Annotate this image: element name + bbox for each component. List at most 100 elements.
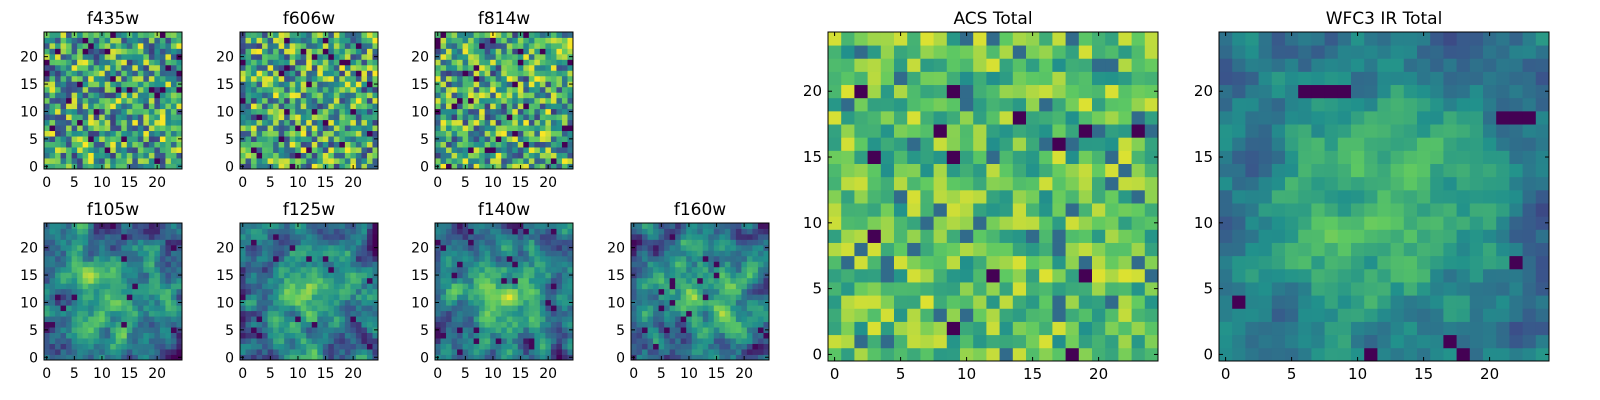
heatmap-cell	[946, 242, 961, 257]
heatmap-cell	[534, 223, 541, 229]
heatmap-cell	[361, 70, 368, 77]
heatmap-cell	[986, 255, 1000, 270]
heatmap-cell	[350, 310, 357, 317]
heatmap-cell	[724, 294, 731, 301]
heatmap-cell	[446, 53, 452, 60]
heatmap-cell	[137, 42, 144, 49]
heatmap-cell	[1105, 308, 1119, 322]
heatmap-cell	[115, 37, 122, 44]
heatmap-cell	[523, 272, 530, 279]
heatmap-cell	[636, 343, 643, 350]
heatmap-cell	[77, 70, 84, 77]
heatmap-cell	[1052, 321, 1066, 336]
heatmap-cell	[647, 299, 654, 306]
heatmap-cell	[295, 158, 302, 164]
heatmap-cell	[77, 64, 84, 71]
heatmap-cell	[49, 261, 56, 268]
heatmap-cell	[1131, 189, 1146, 204]
heatmap-cell	[490, 349, 497, 355]
heatmap-cell	[495, 108, 502, 115]
heatmap-cell	[176, 310, 183, 317]
heatmap-cell	[730, 223, 737, 229]
heatmap-cell	[561, 119, 568, 126]
heatmap-cell	[267, 64, 274, 71]
heatmap-cell	[658, 343, 665, 350]
heatmap-cell	[295, 310, 302, 317]
heatmap-cell	[462, 228, 469, 235]
heatmap-cell	[479, 103, 486, 110]
heatmap-cell	[115, 305, 122, 312]
heatmap-cell	[867, 334, 882, 349]
heatmap-cell	[702, 266, 709, 273]
heatmap-cell	[339, 343, 346, 350]
heatmap-cell	[752, 343, 759, 350]
heatmap-cell	[691, 250, 698, 257]
heatmap-cell	[328, 343, 335, 350]
heatmap-cell	[451, 108, 458, 115]
heatmap-cell	[110, 86, 117, 93]
heatmap-cell	[686, 288, 693, 295]
heatmap-cell	[143, 266, 150, 273]
heatmap-cell	[719, 354, 726, 361]
heatmap-cell	[512, 310, 519, 317]
heatmap-cell	[642, 332, 648, 339]
heatmap-cell	[300, 332, 307, 339]
heatmap-cell	[77, 354, 84, 361]
heatmap-cell	[440, 64, 447, 71]
heatmap-cell	[148, 119, 155, 126]
heatmap-cell	[479, 48, 486, 55]
heatmap-cell	[154, 272, 161, 279]
heatmap-cell	[66, 321, 72, 328]
heatmap-cell	[170, 97, 177, 104]
heatmap-cell	[121, 338, 128, 344]
panel-title: f140w	[478, 200, 530, 220]
heatmap-cell	[350, 228, 357, 235]
heatmap-cell	[295, 108, 302, 115]
y-tick-label: 0	[616, 350, 625, 366]
heatmap-cell	[49, 163, 56, 170]
heatmap-cell	[44, 316, 50, 323]
heatmap-cell	[132, 130, 139, 137]
heatmap-cell	[344, 299, 351, 306]
heatmap-cell	[545, 283, 552, 290]
heatmap-cell	[256, 130, 263, 137]
heatmap-cell	[556, 250, 563, 257]
heatmap-cell	[960, 321, 974, 336]
heatmap-cell	[462, 152, 469, 159]
heatmap-cell	[267, 255, 274, 262]
heatmap-cell	[946, 268, 961, 283]
heatmap-cell	[99, 86, 106, 93]
heatmap-cell	[664, 332, 671, 339]
heatmap-cell	[539, 163, 546, 170]
heatmap-cell	[556, 108, 563, 115]
heatmap-cell	[523, 294, 530, 301]
heatmap-cell	[322, 53, 329, 60]
heatmap-cell	[55, 255, 61, 262]
heatmap-cell	[278, 114, 285, 121]
heatmap-cell	[545, 272, 552, 279]
heatmap-cell	[104, 70, 111, 77]
heatmap-cell	[154, 86, 161, 93]
heatmap-cell	[240, 228, 246, 235]
heatmap-cell	[880, 308, 895, 322]
heatmap-cell	[93, 147, 100, 153]
heatmap-cell	[545, 277, 552, 284]
heatmap-cell	[512, 338, 519, 344]
heatmap-cell	[501, 42, 508, 49]
heatmap-cell	[647, 283, 654, 290]
heatmap-cell	[479, 75, 486, 82]
heatmap-cell	[361, 354, 368, 361]
heatmap-cell	[49, 152, 56, 159]
heatmap-cell	[251, 59, 257, 66]
heatmap-cell	[697, 349, 704, 355]
heatmap-cell	[273, 223, 280, 229]
heatmap-cell	[137, 86, 144, 93]
heatmap-cell	[311, 332, 318, 339]
heatmap-cell	[170, 103, 177, 110]
heatmap-cell	[446, 130, 452, 137]
heatmap-cell	[77, 299, 84, 306]
heatmap-cell	[350, 136, 357, 142]
heatmap-cell	[333, 316, 340, 323]
heatmap-cell	[267, 228, 274, 235]
heatmap-cell	[93, 37, 100, 44]
